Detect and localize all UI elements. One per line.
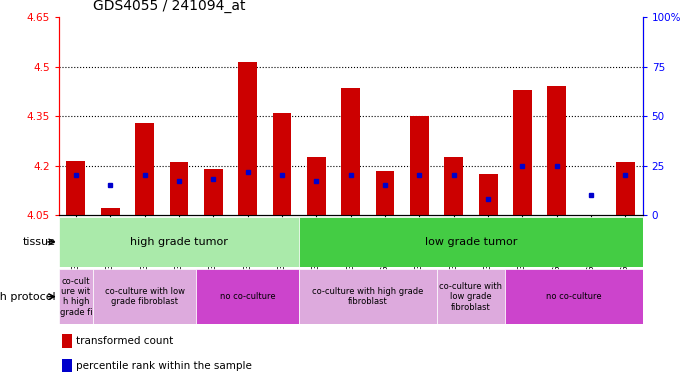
Bar [59,269,93,324]
Bar [616,162,635,215]
Bar [437,269,505,324]
Text: co-culture with high grade
fibroblast: co-culture with high grade fibroblast [312,287,424,306]
Bar [513,90,532,215]
Bar [307,157,325,215]
Text: co-culture with low
grade fibroblast: co-culture with low grade fibroblast [104,287,184,306]
Bar [93,269,196,324]
Bar [59,217,299,267]
Text: growth protocol: growth protocol [0,291,55,302]
Bar [299,217,643,267]
Bar [61,334,72,348]
Bar [66,161,86,215]
Bar [410,116,429,215]
Text: tissue: tissue [22,237,55,247]
Bar [341,88,360,215]
Text: percentile rank within the sample: percentile rank within the sample [76,361,252,371]
Bar [169,162,189,215]
Bar [299,269,437,324]
Text: no co-culture: no co-culture [546,292,602,301]
Bar [479,174,498,215]
Bar [505,269,643,324]
Text: co-cult
ure wit
h high
grade fi: co-cult ure wit h high grade fi [59,276,92,317]
Bar [204,169,223,215]
Text: no co-culture: no co-culture [220,292,276,301]
Text: co-culture with
low grade
fibroblast: co-culture with low grade fibroblast [439,282,502,311]
Text: high grade tumor: high grade tumor [130,237,228,247]
Text: low grade tumor: low grade tumor [425,237,517,247]
Bar [547,86,566,215]
Bar [135,123,154,215]
Bar [376,170,395,215]
Bar [444,157,463,215]
Bar [101,209,120,215]
Bar [61,359,72,372]
Bar [196,269,299,324]
Text: GDS4055 / 241094_at: GDS4055 / 241094_at [93,0,246,13]
Bar [238,62,257,215]
Text: transformed count: transformed count [76,336,173,346]
Bar [272,113,292,215]
